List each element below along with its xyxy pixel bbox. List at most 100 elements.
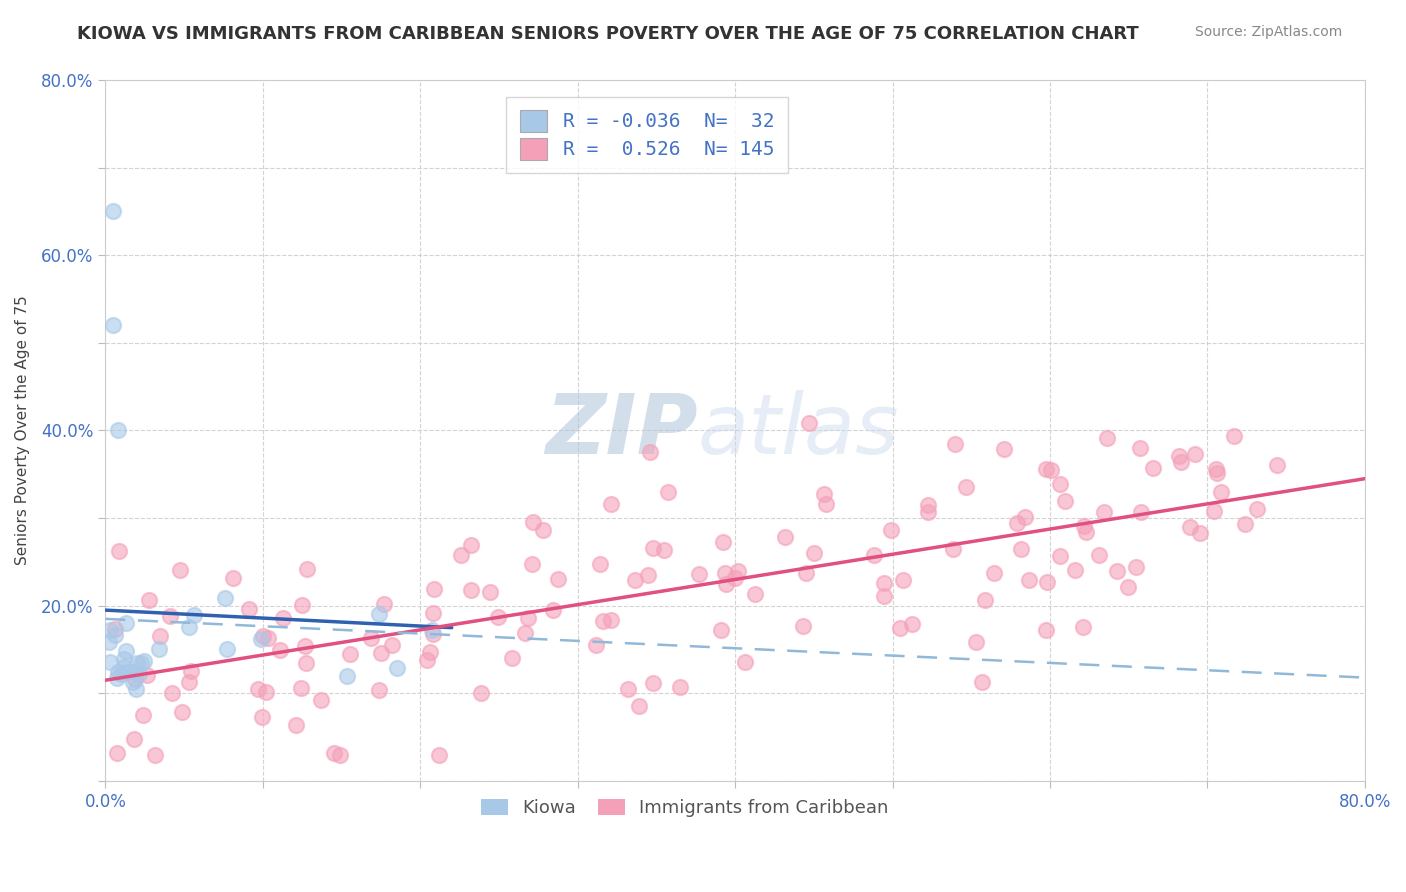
- Text: atlas: atlas: [697, 390, 898, 471]
- Point: [669, 680, 692, 694]
- Point: [600, 497, 623, 511]
- Point: [103, 318, 125, 333]
- Point: [183, 608, 205, 623]
- Point: [531, 524, 554, 538]
- Point: [128, 667, 150, 681]
- Point: [373, 597, 395, 611]
- Point: [254, 685, 277, 699]
- Point: [422, 607, 444, 621]
- Point: [170, 705, 193, 719]
- Point: [627, 698, 650, 713]
- Point: [215, 642, 238, 657]
- Point: [1010, 541, 1032, 556]
- Point: [360, 631, 382, 645]
- Point: [132, 654, 155, 668]
- Point: [422, 626, 444, 640]
- Point: [794, 566, 817, 581]
- Point: [983, 566, 1005, 580]
- Point: [1142, 461, 1164, 475]
- Point: [124, 665, 146, 679]
- Point: [813, 487, 835, 501]
- Point: [616, 682, 638, 697]
- Point: [110, 666, 132, 681]
- Point: [901, 616, 924, 631]
- Point: [269, 643, 291, 657]
- Point: [427, 747, 450, 762]
- Point: [652, 543, 675, 558]
- Point: [1118, 580, 1140, 594]
- Point: [1128, 441, 1150, 455]
- Point: [1125, 559, 1147, 574]
- Point: [132, 708, 155, 723]
- Point: [105, 671, 128, 685]
- Point: [108, 544, 131, 558]
- Point: [803, 546, 825, 560]
- Point: [291, 598, 314, 612]
- Legend: Kiowa, Immigrants from Caribbean: Kiowa, Immigrants from Caribbean: [474, 792, 896, 824]
- Point: [159, 608, 181, 623]
- Point: [1107, 564, 1129, 578]
- Point: [1018, 574, 1040, 588]
- Point: [107, 665, 129, 679]
- Point: [112, 652, 135, 666]
- Point: [1073, 519, 1095, 533]
- Point: [734, 655, 756, 669]
- Point: [501, 650, 523, 665]
- Point: [416, 653, 439, 667]
- Point: [873, 589, 896, 603]
- Point: [323, 746, 346, 760]
- Point: [714, 577, 737, 591]
- Point: [1064, 563, 1087, 577]
- Text: KIOWA VS IMMIGRANTS FROM CARIBBEAN SENIORS POVERTY OVER THE AGE OF 75 CORRELATIO: KIOWA VS IMMIGRANTS FROM CARIBBEAN SENIO…: [77, 25, 1139, 43]
- Point: [419, 645, 441, 659]
- Point: [1088, 548, 1111, 562]
- Point: [799, 416, 821, 430]
- Point: [1265, 458, 1288, 472]
- Point: [149, 629, 172, 643]
- Point: [1129, 505, 1152, 519]
- Point: [917, 505, 939, 519]
- Point: [917, 499, 939, 513]
- Point: [517, 611, 540, 625]
- Point: [862, 548, 884, 562]
- Point: [943, 437, 966, 451]
- Point: [1035, 462, 1057, 476]
- Point: [970, 675, 993, 690]
- Point: [1035, 575, 1057, 590]
- Point: [486, 610, 509, 624]
- Point: [1014, 509, 1036, 524]
- Point: [247, 682, 270, 697]
- Point: [624, 574, 647, 588]
- Point: [889, 621, 911, 635]
- Point: [124, 672, 146, 686]
- Point: [103, 204, 125, 219]
- Point: [309, 693, 332, 707]
- Point: [792, 619, 814, 633]
- Point: [1222, 429, 1244, 443]
- Point: [290, 681, 312, 695]
- Point: [942, 542, 965, 557]
- Point: [105, 746, 128, 760]
- Point: [98, 623, 121, 637]
- Point: [688, 567, 710, 582]
- Point: [115, 615, 138, 630]
- Point: [222, 571, 245, 585]
- Point: [295, 656, 318, 670]
- Point: [450, 549, 472, 563]
- Point: [1188, 525, 1211, 540]
- Point: [744, 587, 766, 601]
- Point: [250, 710, 273, 724]
- Point: [1049, 477, 1071, 491]
- Point: [148, 641, 170, 656]
- Point: [541, 603, 564, 617]
- Point: [162, 686, 184, 700]
- Point: [336, 669, 359, 683]
- Point: [641, 541, 664, 556]
- Point: [1204, 504, 1226, 518]
- Point: [98, 634, 121, 648]
- Point: [585, 638, 607, 652]
- Point: [547, 572, 569, 586]
- Point: [214, 591, 236, 605]
- Point: [638, 445, 661, 459]
- Point: [271, 611, 294, 625]
